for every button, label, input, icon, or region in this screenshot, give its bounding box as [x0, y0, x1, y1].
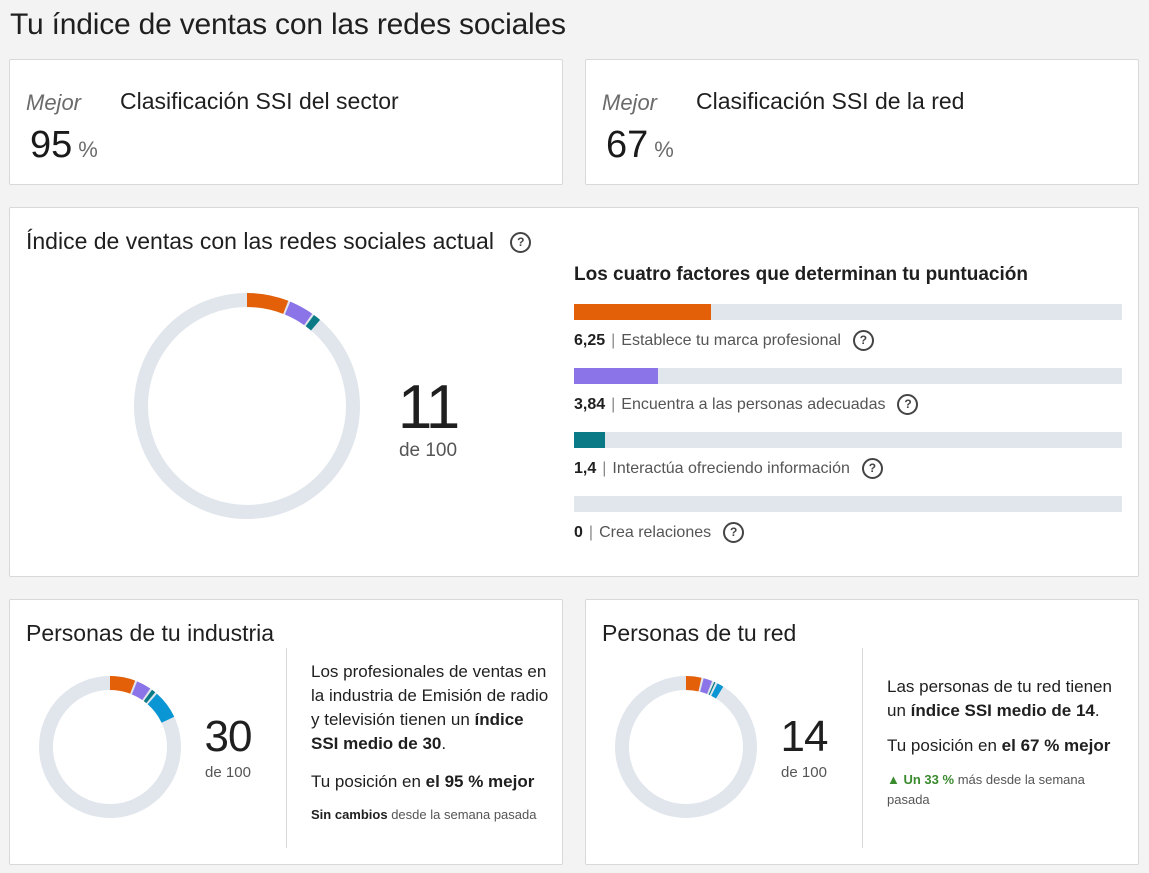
industry-donut [39, 676, 181, 818]
factor-name-brand: Establece tu marca profesional [621, 331, 841, 349]
factor-separator: | [588, 523, 594, 541]
factor-value-find-people: 3,84 [574, 395, 606, 413]
current-ssi-of: de 100 [398, 440, 458, 461]
network-position-pre: Tu posición en [887, 736, 997, 755]
network-rank-value: 67 [606, 124, 649, 166]
factor-fill-engage [574, 432, 605, 448]
sector-rank-title: Clasificación SSI del sector [120, 88, 399, 114]
network-description: Las personas de tu red tienen un índice … [887, 675, 1132, 723]
factor-track-find-people [574, 368, 1122, 384]
network-desc-end: . [1094, 701, 1100, 720]
network-score: 14 [780, 712, 829, 761]
factor-track-relationships [574, 496, 1122, 512]
network-rank-pct: % [654, 137, 674, 162]
factor-track-brand [574, 304, 1122, 320]
network-position-bold: el 67 % mejor [1001, 736, 1111, 755]
current-ssi-donut [134, 293, 360, 519]
network-desc-bold: índice SSI medio de 14 [910, 701, 1095, 720]
sector-rank-pct: % [78, 137, 98, 162]
network-rank-value-wrap: 67% [606, 124, 674, 167]
industry-description: Los profesionales de ventas en la indust… [311, 660, 551, 756]
factor-name-find-people: Encuentra a las personas adecuadas [621, 395, 886, 413]
current-ssi-donut-segment-0 [134, 293, 360, 519]
network-change-rest: más desde la semana pasada [887, 772, 1085, 807]
network-rank-title: Clasificación SSI de la red [696, 88, 965, 114]
sector-rank-card: Mejor 95% Clasificación SSI del sector [9, 59, 563, 185]
factor-relationships-help-icon[interactable]: ? [723, 522, 745, 543]
factor-label-relationships: 0 | Crea relaciones ? [574, 522, 745, 543]
factor-value-engage: 1,4 [574, 459, 597, 477]
industry-score: 30 [204, 712, 253, 761]
factor-name-relationships: Crea relaciones [599, 523, 712, 541]
industry-change: Sin cambios desde la semana pasada [311, 805, 561, 825]
industry-desc-text: Los profesionales de ventas en la indust… [311, 662, 549, 729]
industry-position-pre: Tu posición en [311, 772, 421, 791]
sector-rank-value: 95 [30, 124, 73, 166]
network-position: Tu posición en el 67 % mejor [887, 734, 1137, 758]
current-ssi-title: Índice de ventas con las redes sociales … [26, 228, 494, 254]
current-ssi-title-row: Índice de ventas con las redes sociales … [26, 228, 532, 255]
factor-engage-help-icon[interactable]: ? [861, 458, 883, 479]
factor-label-find-people: 3,84 | Encuentra a las personas adecuada… [574, 394, 919, 415]
current-ssi-track [134, 293, 360, 519]
network-title: Personas de tu red [602, 620, 797, 646]
factors-title: Los cuatro factores que determinan tu pu… [574, 264, 1028, 285]
network-track [615, 676, 757, 818]
page-title: Tu índice de ventas con las redes social… [10, 8, 566, 41]
industry-change-rest: desde la semana pasada [391, 807, 537, 822]
industry-card: Personas de tu industria 30 de 100 Los p… [9, 599, 563, 865]
industry-title: Personas de tu industria [26, 620, 275, 646]
factor-name-engage: Interactúa ofreciendo información [612, 459, 850, 477]
network-card: Personas de tu red 14 de 100 Las persona… [585, 599, 1139, 865]
network-donut-segment-0 [615, 676, 757, 818]
network-rank-mejor: Mejor [602, 90, 658, 115]
factor-brand-help-icon[interactable]: ? [852, 330, 874, 351]
factor-fill-find-people [574, 368, 659, 384]
factor-find-people-help-icon[interactable]: ? [897, 394, 919, 415]
industry-desc-bold: índice SSI medio de 30 [311, 710, 524, 753]
industry-desc-end: . [441, 734, 447, 753]
network-divider [862, 648, 863, 848]
network-desc-text: Las personas de tu red tienen un [887, 677, 1112, 720]
current-ssi-score: 11 [397, 373, 460, 442]
factor-fill-brand [574, 304, 711, 320]
factor-separator: | [611, 395, 616, 413]
sector-rank-value-wrap: 95% [30, 124, 98, 167]
current-ssi-card: Índice de ventas con las redes sociales … [9, 207, 1139, 577]
network-change: ▲ Un 33 % más desde la semana pasada [887, 770, 1102, 810]
network-rank-card: Mejor 67% Clasificación SSI de la red [585, 59, 1139, 185]
factor-value-brand: 6,25 [574, 331, 606, 349]
factor-track-engage [574, 432, 1122, 448]
industry-donut-segment-0 [39, 676, 181, 818]
industry-divider [286, 648, 287, 848]
industry-position-bold: el 95 % mejor [425, 772, 535, 791]
industry-change-bold: Sin cambios [311, 807, 388, 822]
factor-separator: | [611, 331, 616, 349]
industry-of: de 100 [205, 764, 251, 781]
factor-separator: | [602, 459, 607, 477]
current-ssi-help-icon[interactable]: ? [510, 232, 532, 254]
factor-label-engage: 1,4 | Interactúa ofreciendo información … [574, 458, 883, 479]
industry-position: Tu posición en el 95 % mejor [311, 770, 561, 794]
network-of: de 100 [781, 764, 827, 781]
sector-rank-mejor: Mejor [26, 90, 82, 115]
factor-value-relationships: 0 [574, 523, 583, 541]
network-donut [615, 676, 757, 818]
network-change-up: ▲ Un 33 % [887, 772, 955, 787]
factor-label-brand: 6,25 | Establece tu marca profesional ? [574, 330, 874, 351]
